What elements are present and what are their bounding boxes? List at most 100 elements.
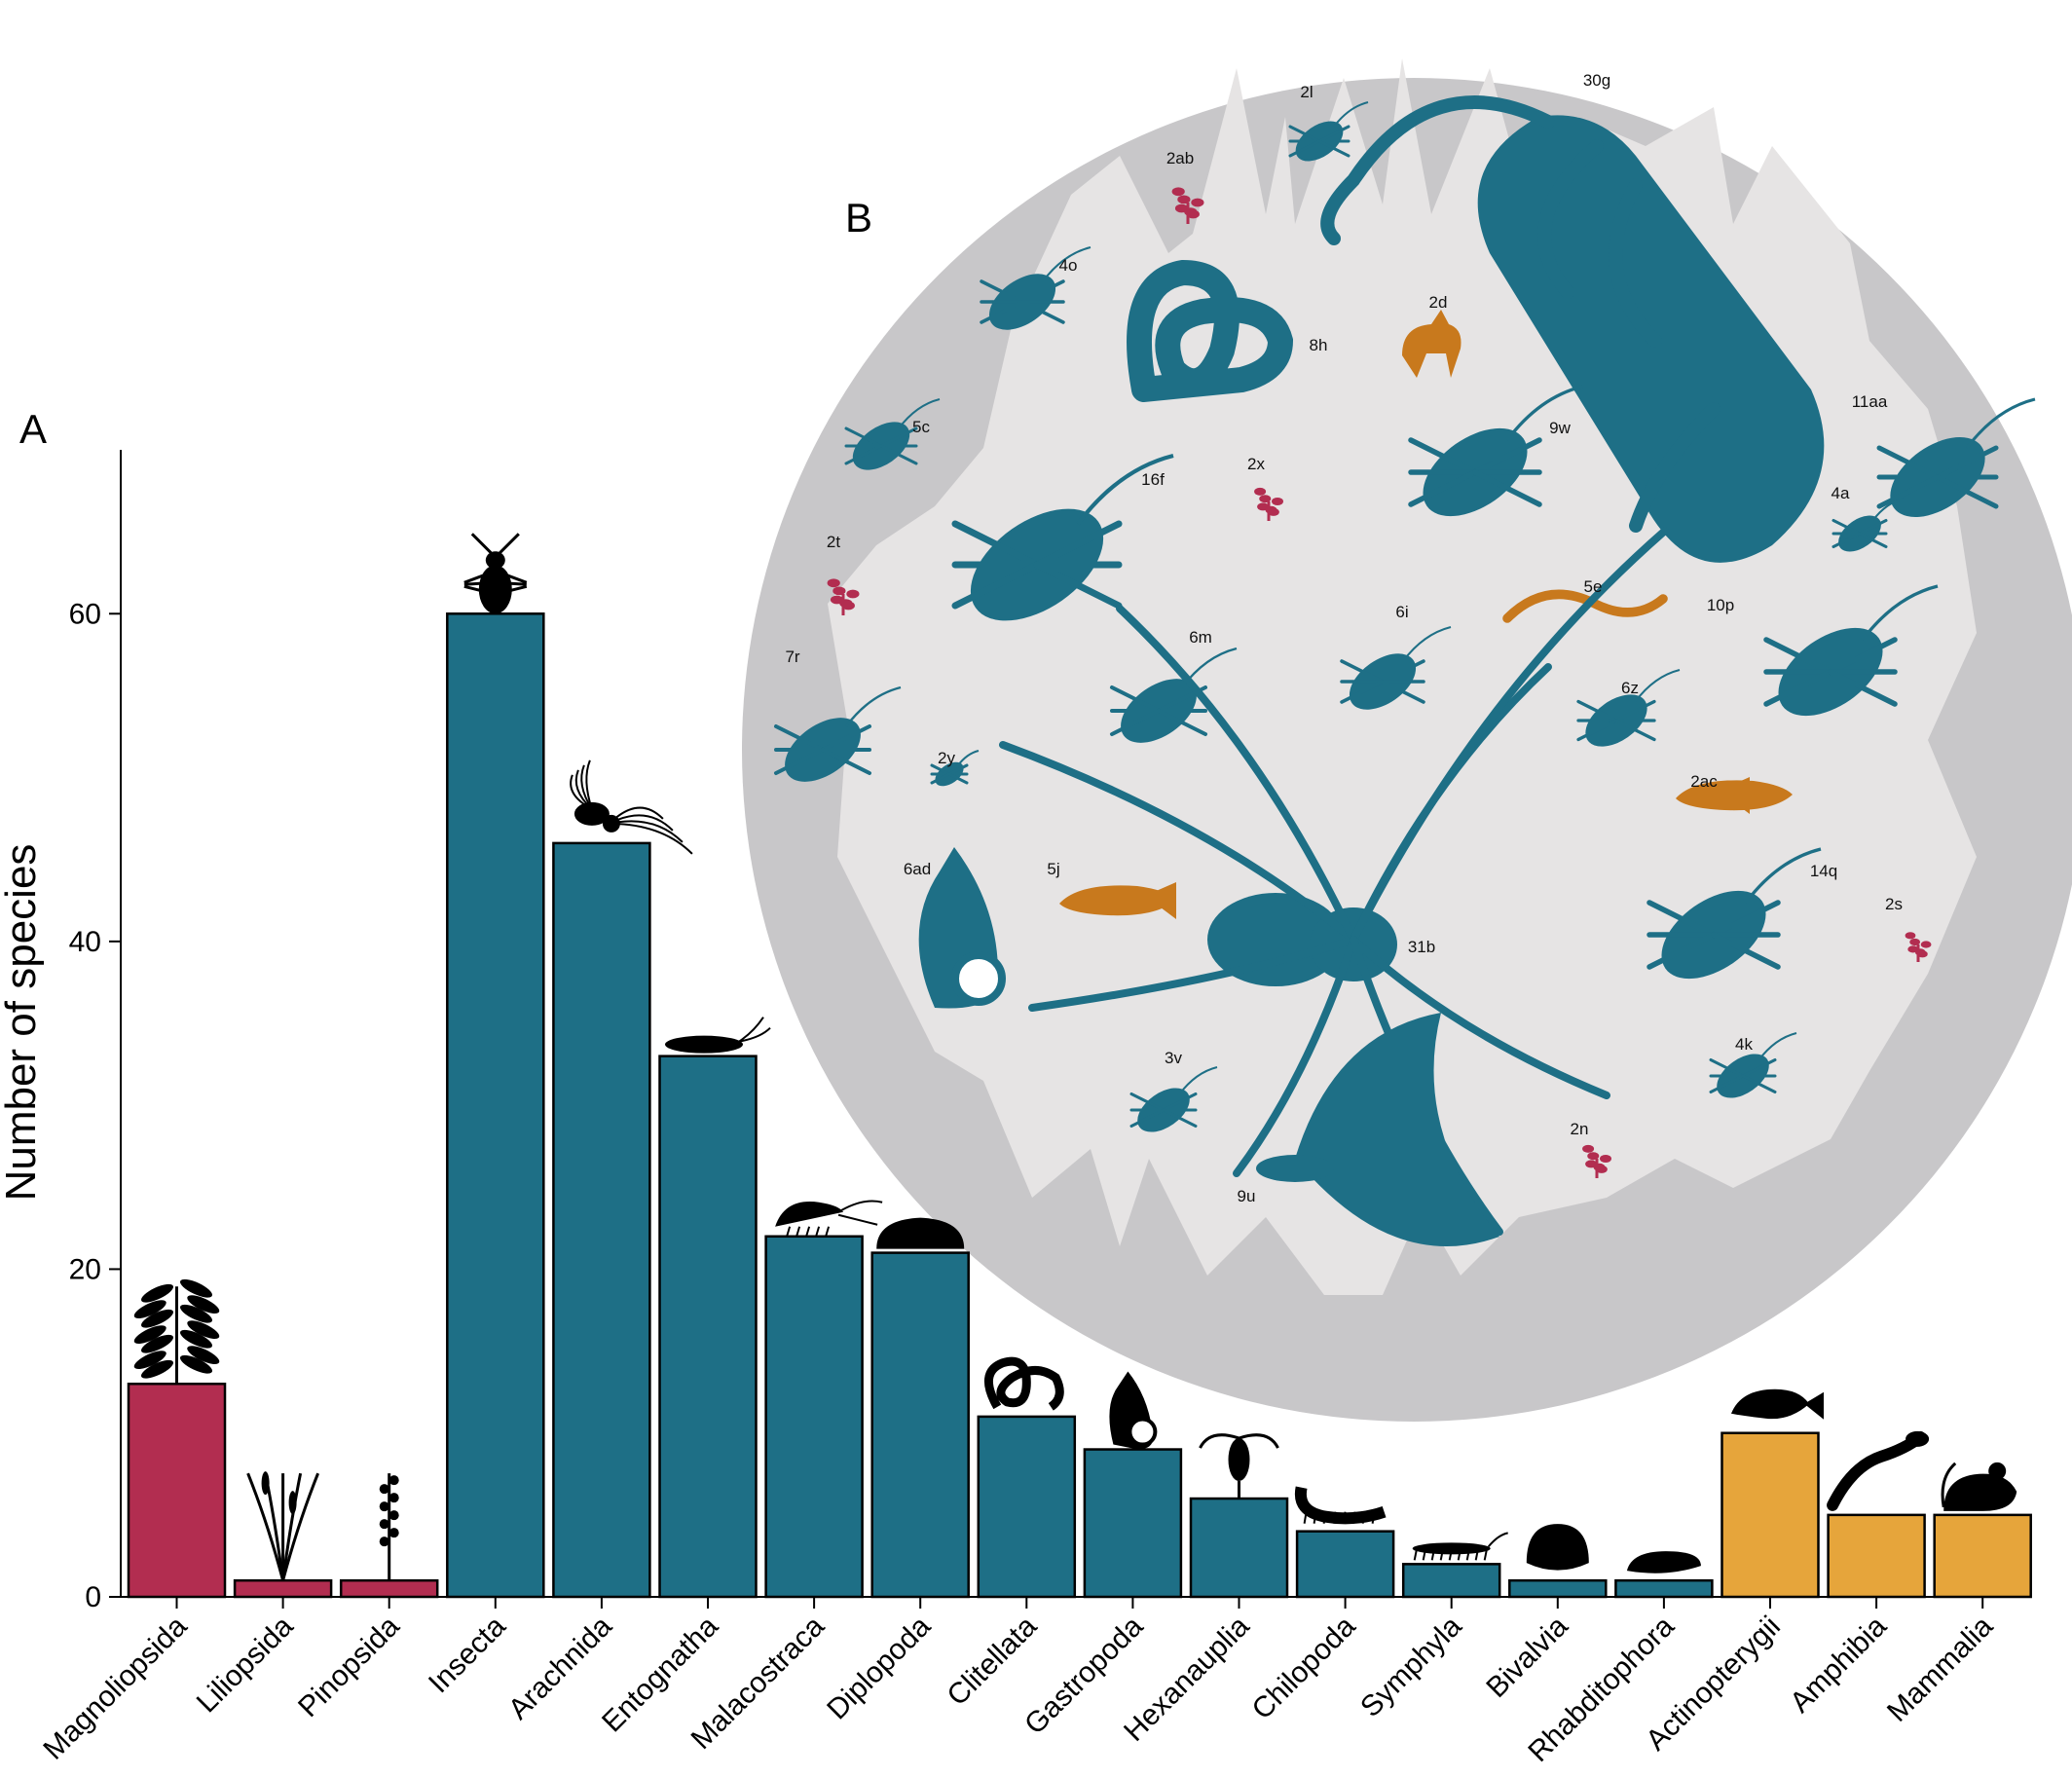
bar-amphibia [1827,1513,1926,1599]
panel-b-ant-icon [1763,584,1939,717]
panel-b-letter: B [845,195,872,241]
panel-b-herb-icon [827,578,860,615]
panel-b-label: 30g [1583,71,1610,90]
panel-b-salamander-icon [1502,589,1668,623]
panel-b-label: 6ad [904,860,931,878]
panel-b-label: 6i [1395,603,1408,621]
panel-b-springtail-icon [1288,101,1369,162]
panel-b-label: 10p [1707,596,1734,614]
panel-b-tree-icon [1171,187,1204,224]
y-tick-label: 40 [69,926,101,958]
panel-b-label: 7r [785,648,799,666]
panel-b-cockroach-icon [844,398,941,470]
x-tick-label: Pinopsida [292,1610,406,1723]
panel-b-shrimp-icon [1709,1032,1797,1098]
panel-b-label: 9u [1238,1187,1256,1205]
panel-b-spider-icon [999,527,1669,1236]
bar-insecta [446,612,545,1599]
panel-b-label: 6m [1189,628,1212,647]
panel-a-bar-chart: 0 20 40 60 MagnoliopsidaLiliopsidaPinopsida… [0,450,2032,1768]
panel-b-label: 2t [827,533,840,551]
panel-b-beetle-icon [951,453,1174,621]
springtail-icon [665,1017,771,1054]
panel-b-leaf-icon [1254,487,1283,521]
panel-b-silhouettes [774,95,2036,1246]
bar-rhabditophora [1614,1578,1714,1599]
panel-b-pseudoscorpion-icon [1320,95,1825,563]
x-tick-label: Clitellata [942,1610,1044,1712]
panel-b-label: 3v [1165,1049,1182,1067]
panel-b-nematode-icon [930,750,980,787]
y-ticks: 0 20 40 60 [69,598,121,1613]
copepod-icon [1199,1433,1279,1499]
bar-liliopsida [233,1578,333,1599]
bar-icons [133,533,2017,1581]
panel-b-flower-icon [1905,932,1932,962]
panel-b-label: 2x [1247,455,1265,473]
panel-b-label: 4k [1735,1035,1753,1054]
conifer-flower-icon [379,1473,399,1581]
x-tick-label: Mammalia [1881,1610,1999,1727]
x-tick-label: Chilopoda [1246,1610,1362,1725]
panel-b-label: 5e [1584,577,1603,596]
clam-icon [1526,1524,1589,1571]
x-tick-label: Liliopsida [191,1610,300,1719]
panel-b-label: 9w [1549,419,1571,437]
panel-b-woodlouse-icon [1646,847,1822,980]
panel-b-label: 2ac [1690,772,1718,791]
panel-b-fox-icon [1402,310,1462,378]
x-tick-label: Insecta [423,1610,512,1699]
worm-icon [984,1356,1064,1411]
plant-icon [133,1278,220,1385]
panel-b-label: 4a [1832,484,1850,502]
panel-b-larva-icon [774,685,902,782]
panel-b-label: 5c [912,418,930,436]
y-tick-label: 0 [85,1581,101,1613]
bar-diplopoda [870,1251,970,1599]
bar-magnoliopsida [127,1382,227,1599]
panel-a-letter: A [19,406,47,452]
centipede-icon [1294,1486,1387,1525]
panel-b-label: 6z [1621,679,1639,697]
panel-b-label: 2d [1429,293,1448,312]
bar-hexanauplia [1189,1497,1289,1599]
mouse-icon [1941,1462,2017,1511]
bar-bivalvia [1508,1578,1608,1599]
panel-b: 30g 2l 2ab 4o 8h 2d 11aa 5c 16f 2x 9w 4a 2t 5e 10p 7r 6m… [742,58,2072,1422]
panel-b-amphipod-icon [1832,498,1905,552]
panel-b-guppy-icon [1059,882,1176,919]
panel-b-grasshopper-icon [1576,669,1681,747]
flatworm-icon [1626,1551,1701,1573]
panel-b-butterfly-icon [1256,1013,1499,1246]
y-axis-title: Number of species [0,844,45,1202]
panel-b-label: 2n [1571,1120,1589,1138]
panel-b-fern-icon [1582,1144,1611,1178]
bar-clitellata [977,1415,1077,1599]
reed-icon [246,1471,319,1581]
panel-b-mite-icon [1408,385,1583,517]
shrimp-icon [775,1200,883,1238]
bar-gastropoda [1083,1448,1183,1599]
bar-malacostraca [764,1235,864,1599]
x-tick-label: Bivalvia [1480,1610,1574,1704]
panel-b-worm-icon [1127,259,1294,402]
x-tick-label: Symphyla [1354,1610,1468,1723]
panel-b-label: 4o [1059,256,1078,275]
fish-icon [1731,1388,1824,1420]
symphylan-icon [1412,1532,1508,1561]
panel-b-centipede-icon [1129,1066,1218,1132]
bar-pinopsida [339,1578,439,1599]
panel-b-snail-icon [918,847,1006,1009]
bar-actinopterygii [1720,1431,1820,1599]
panel-b-labels: 30g 2l 2ab 4o 8h 2d 11aa 5c 16f 2x 9w 4a 2t 5e 10p 7r 6m… [785,71,1903,1205]
panel-b-label: 14q [1810,862,1837,880]
panel-b-millipede-icon [1876,397,2036,518]
beetle-icon [463,533,528,614]
snail-icon [1109,1371,1158,1450]
panel-b-label: 2l [1300,83,1313,101]
panel-b-label: 2ab [1166,149,1194,167]
panel-b-label: 31b [1408,938,1435,956]
bar-symphyla [1401,1563,1501,1599]
